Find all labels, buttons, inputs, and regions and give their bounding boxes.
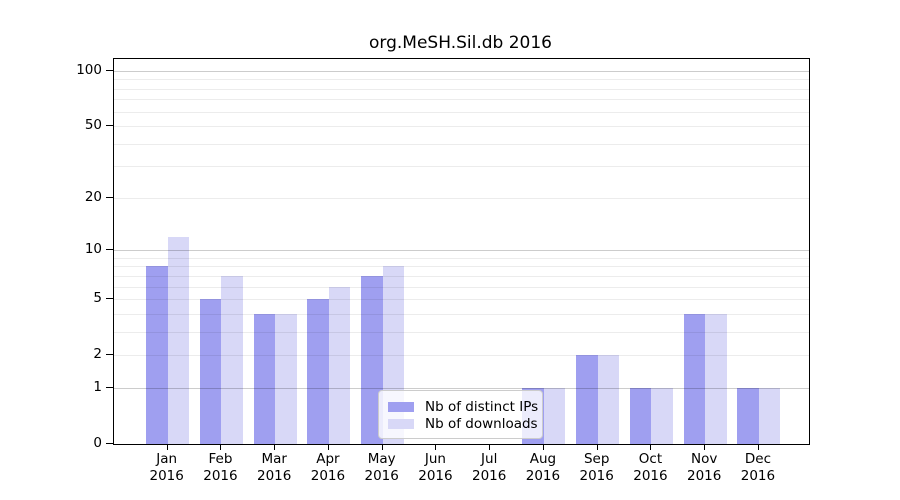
bar-distinct-ips-feb [199,299,222,444]
y-tick-label-2: 2 [93,346,102,363]
y-tick-label-50: 50 [84,117,102,134]
gridline-minor-50 [114,126,809,128]
y-tick-label-0: 0 [93,435,102,451]
grid-layer [114,59,809,444]
gridline-minor-70 [114,99,809,101]
x-tick-jul [489,444,491,450]
bar-downloads-nov [705,313,727,444]
bar-distinct-ips-may [361,275,383,444]
bar-downloads-oct [651,387,673,444]
y-tick-5 [106,298,113,300]
bar-distinct-ips-sep [576,355,598,444]
bar-downloads-dec [758,387,781,444]
gridline-minor-8 [114,266,809,268]
gridline-minor-30 [114,166,809,168]
x-tick-sep [596,444,598,450]
x-tick-label-mar: Mar 2016 [257,451,292,484]
legend-label-downloads: Nb of downloads [425,415,538,432]
x-tick-label-sep: Sep 2016 [579,451,614,484]
legend-label-distinct-ips: Nb of distinct IPs [425,398,539,415]
bar-downloads-aug [543,387,566,444]
legend-item-downloads: Nb of downloads [388,415,538,432]
gridline-major-100 [114,70,809,72]
x-tick-jun [435,444,437,450]
x-tick-label-aug: Aug 2016 [525,451,561,484]
gridline-major-1 [114,387,809,389]
bar-downloads-feb [221,275,243,444]
legend-swatch-distinct-ips [388,401,414,412]
gridline-minor-9 [114,257,809,259]
y-tick-label-5: 5 [93,290,102,307]
bar-downloads-apr [328,286,351,444]
gridline-minor-4 [114,313,809,315]
gridline-minor-3 [114,331,809,333]
gridline-minor-90 [114,79,809,81]
bar-distinct-ips-jan [146,266,168,444]
y-tick-1 [106,386,113,388]
gridline-minor-40 [114,143,809,145]
gridline-minor-2 [114,355,809,357]
x-tick-label-jan: Jan 2016 [149,451,184,484]
bar-distinct-ips-apr [307,299,329,444]
x-tick-apr [327,444,329,450]
legend-item-distinct-ips: Nb of distinct IPs [388,398,538,415]
y-tick-label-100: 100 [76,61,102,78]
bar-distinct-ips-nov [683,313,706,444]
x-tick-nov [704,444,706,450]
legend-swatch-downloads [388,418,414,429]
y-tick-label-10: 10 [84,241,102,258]
y-tick-label-20: 20 [84,188,102,205]
x-tick-feb [220,444,222,450]
y-tick-20 [106,196,113,198]
bar-distinct-ips-oct [629,387,652,444]
x-tick-dec [757,444,759,450]
bar-downloads-jan [167,236,190,444]
x-tick-jan [166,444,168,450]
x-tick-aug [542,444,544,450]
bar-downloads-mar [275,313,297,444]
x-tick-label-apr: Apr 2016 [310,451,346,484]
y-tick-50 [106,125,113,127]
y-tick-label-1: 1 [93,378,102,395]
y-tick-100 [106,69,113,71]
y-tick-10 [106,249,113,251]
gridline-minor-20 [114,197,809,199]
gridline-major-10 [114,250,809,252]
gridline-minor-60 [114,111,809,113]
x-tick-label-jun: Jun 2016 [418,451,453,484]
y-tick-2 [106,354,113,356]
gridline-minor-7 [114,275,809,277]
x-tick-label-jul: Jul 2016 [472,451,507,484]
gridline-minor-6 [114,286,809,288]
bar-distinct-ips-mar [253,313,276,444]
chart-title: org.MeSH.Sil.db 2016 [369,33,552,53]
bar-downloads-sep [597,355,620,444]
gridline-minor-80 [114,88,809,90]
legend: Nb of distinct IPs Nb of downloads [378,390,543,439]
x-tick-label-oct: Oct 2016 [633,451,668,484]
x-tick-label-may: May 2016 [364,451,399,484]
plot-area [113,58,810,445]
x-tick-may [381,444,383,450]
x-tick-mar [274,444,276,450]
x-tick-oct [650,444,652,450]
x-tick-label-feb: Feb 2016 [203,451,238,484]
x-tick-label-dec: Dec 2016 [740,451,776,484]
bar-distinct-ips-dec [737,387,759,444]
y-tick-0 [106,443,113,444]
x-tick-label-nov: Nov 2016 [687,451,722,484]
gridline-minor-5 [114,299,809,301]
